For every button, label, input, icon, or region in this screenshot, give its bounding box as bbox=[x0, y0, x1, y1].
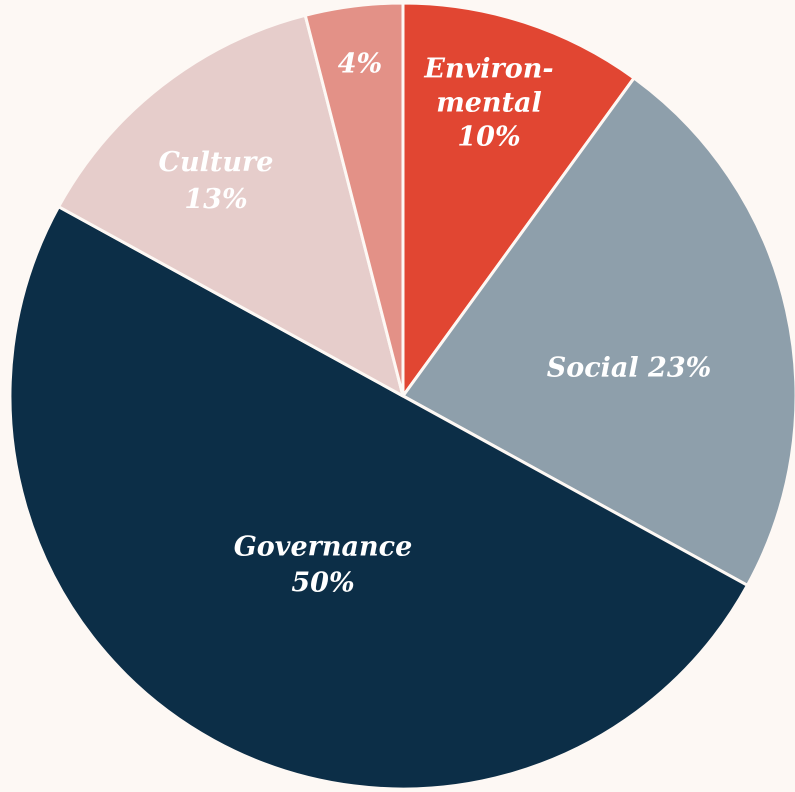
slice-label-line: 50% bbox=[291, 568, 354, 599]
slice-label-line: Governance bbox=[234, 532, 413, 563]
slice-label-other: 4% bbox=[338, 49, 382, 80]
pie-slice-culture bbox=[57, 13, 405, 398]
slice-label-line: 4% bbox=[338, 49, 382, 80]
slice-label-line: Social 23% bbox=[547, 353, 712, 384]
pie-slice-social bbox=[401, 76, 795, 587]
slice-label-governance: Governance 50% bbox=[234, 532, 413, 599]
slice-label-line: Environ- bbox=[423, 54, 553, 85]
pie-slice-governance bbox=[8, 205, 749, 791]
slice-label-social: Social 23% bbox=[547, 353, 712, 384]
slice-label-line: Culture bbox=[159, 147, 274, 178]
pie-slice-environmental bbox=[401, 1, 636, 398]
pie-slice-other bbox=[303, 1, 405, 398]
slice-label-environmental: Environ-mental 10% bbox=[423, 54, 553, 153]
slice-label-line: 10% bbox=[457, 122, 520, 153]
slice-label-line: mental bbox=[436, 88, 542, 119]
pie-slices bbox=[8, 1, 795, 791]
pie-labels: Environ-mental 10% Social 23% Governance 50%… bbox=[159, 49, 712, 599]
slice-label-culture: Culture 13% bbox=[159, 147, 274, 215]
slice-label-line: 13% bbox=[184, 184, 247, 215]
